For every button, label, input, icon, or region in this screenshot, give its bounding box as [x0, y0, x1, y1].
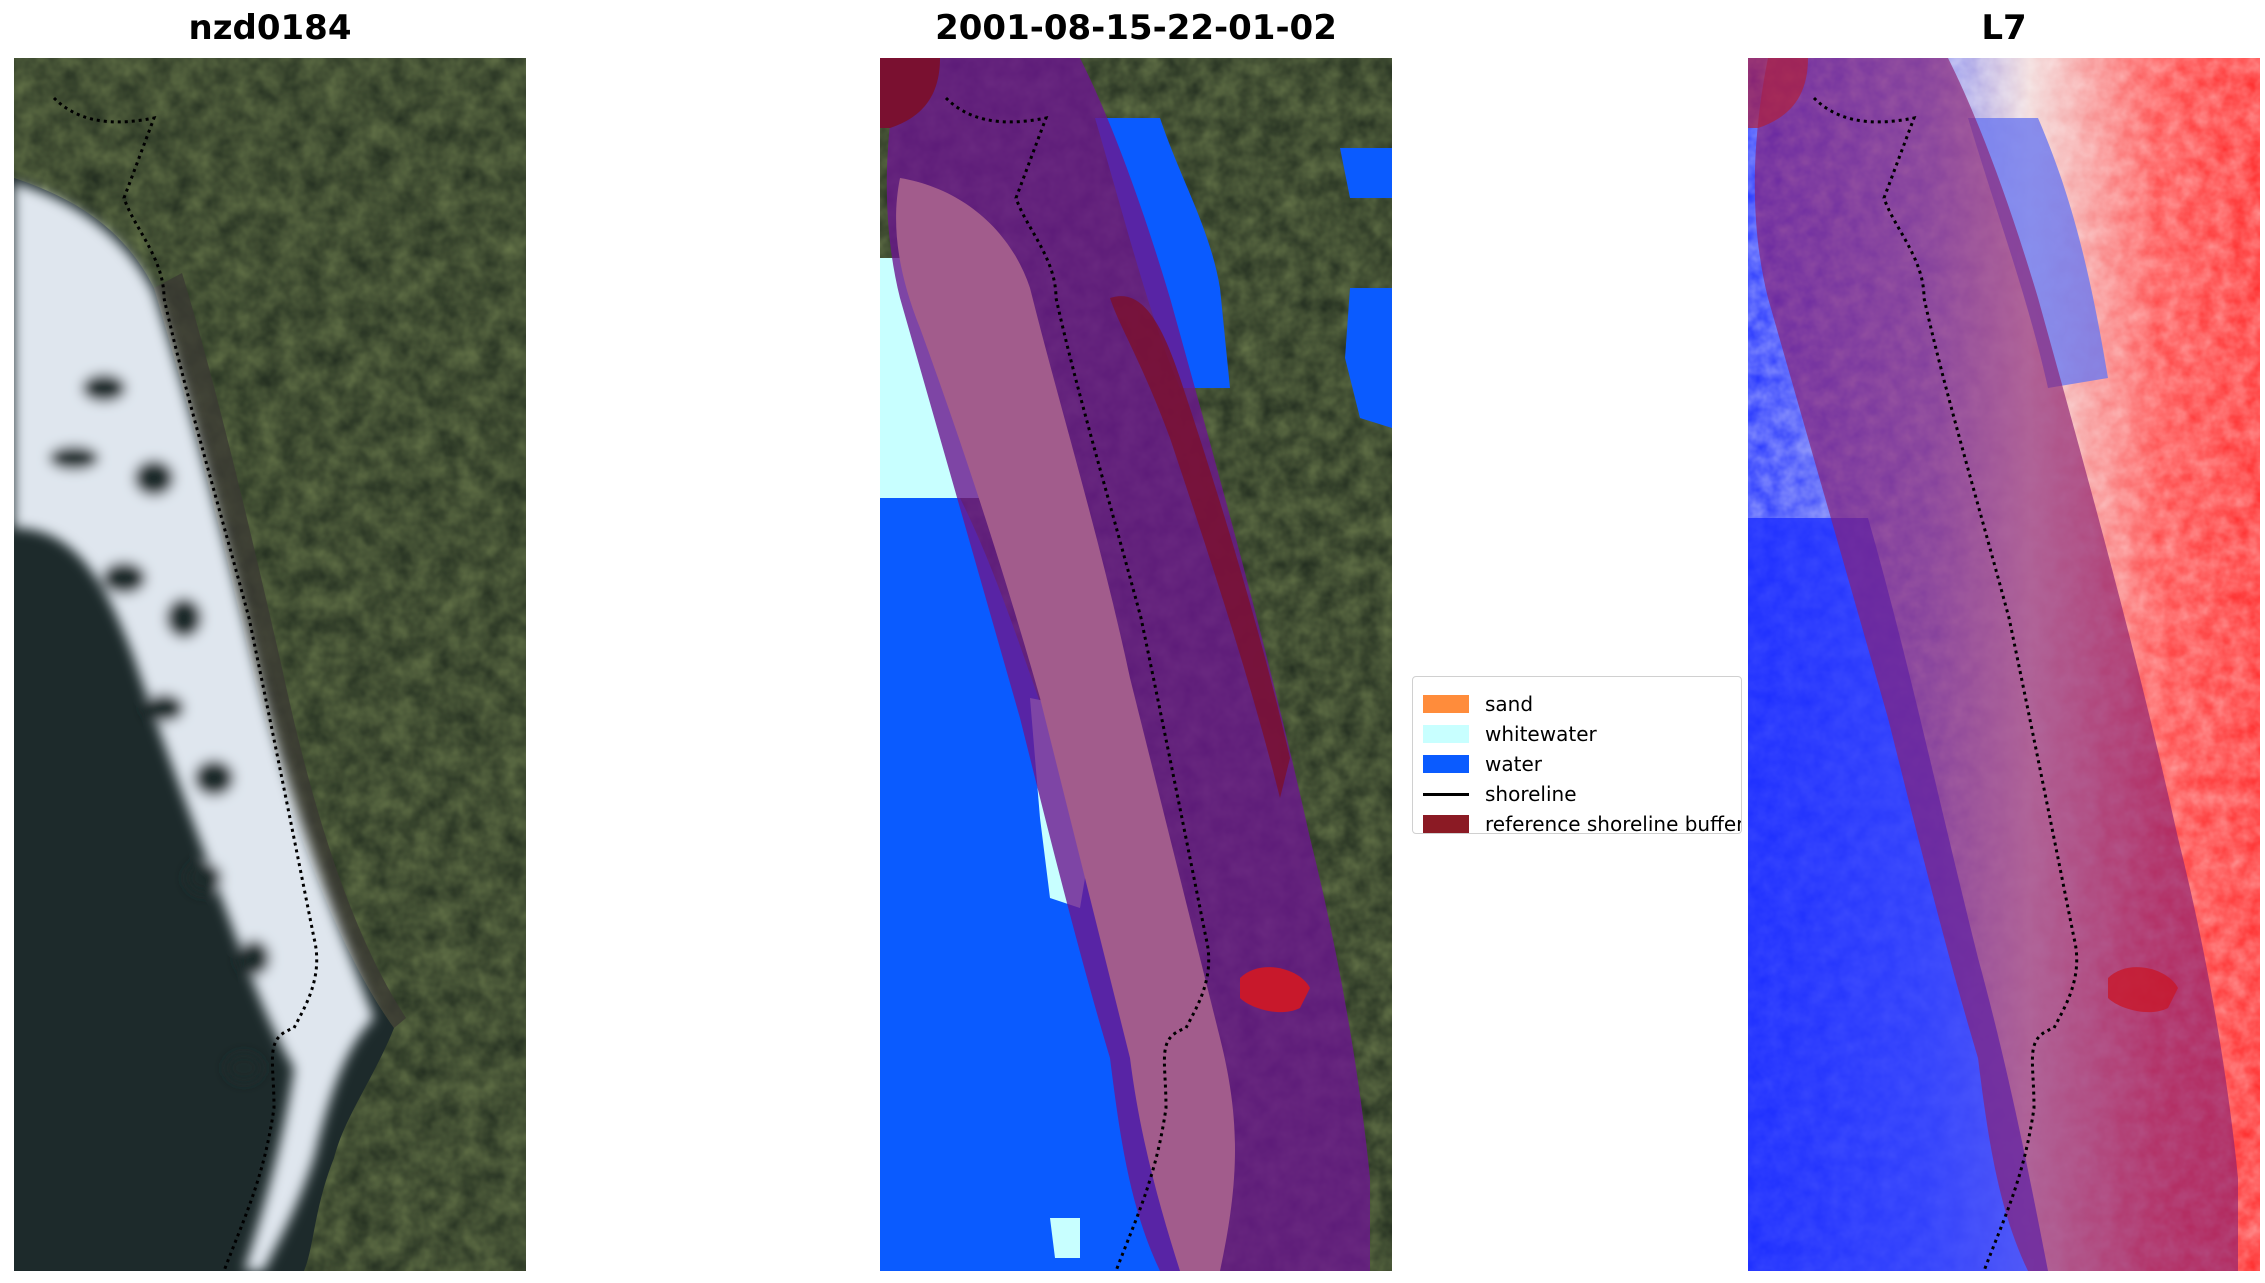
buffer-swatch: [1423, 815, 1469, 833]
legend-label: sand: [1485, 692, 1534, 716]
legend-label: whitewater: [1485, 722, 1597, 746]
legend-item-water: water: [1423, 751, 1542, 777]
legend-label: water: [1485, 752, 1542, 776]
panel-title-classified: 2001-08-15-22-01-02: [935, 8, 1337, 48]
legend-item-sand: sand: [1423, 691, 1533, 717]
legend-item-buffer: reference shoreline buffer: [1423, 811, 1742, 834]
legend: sand whitewater water shoreline referenc…: [1412, 676, 1742, 834]
shoreline-swatch: [1423, 792, 1469, 796]
shoreline-line: [52, 96, 319, 1271]
legend-label: shoreline: [1485, 782, 1577, 806]
panel-title-rgb: nzd0184: [188, 8, 352, 48]
rgb-satellite-image: [14, 58, 526, 1271]
shoreline-line-index: [1812, 96, 2079, 1271]
legend-item-whitewater: whitewater: [1423, 721, 1597, 747]
sand-swatch: [1423, 695, 1469, 713]
shoreline-line-classified: [944, 96, 1211, 1271]
classified-image: [880, 58, 1392, 1271]
water-index-image: [1748, 58, 2260, 1271]
shoreline-buffer-overlay: [1754, 58, 2238, 1271]
legend-label: reference shoreline buffer: [1485, 812, 1742, 834]
legend-item-shoreline: shoreline: [1423, 781, 1577, 807]
surf-zone: [14, 183, 374, 1271]
whitewater-swatch: [1423, 725, 1469, 743]
panel-title-index: L7: [1981, 8, 2027, 48]
water-swatch: [1423, 755, 1469, 773]
